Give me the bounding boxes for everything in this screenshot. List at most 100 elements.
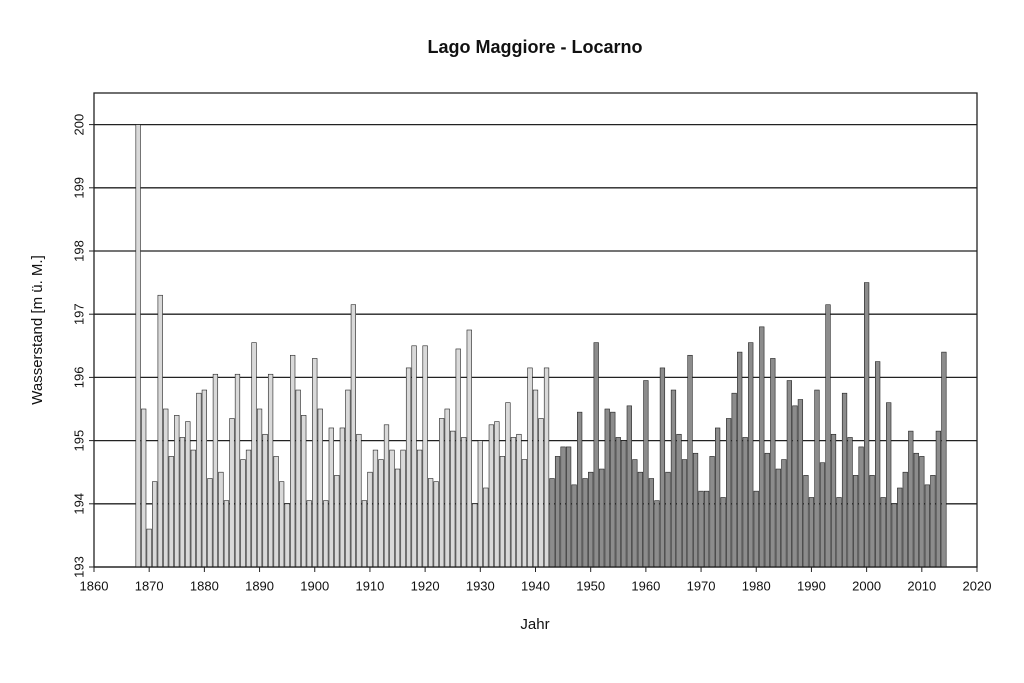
bar [422,345,428,568]
bar [279,481,285,568]
y-tick-label: 196 [71,367,86,389]
x-tick-label: 1890 [245,578,274,593]
x-tick-label: 1900 [300,578,329,593]
bar [521,459,528,568]
bar [245,449,252,568]
bar [196,392,202,568]
bar [604,408,610,568]
bar [383,424,390,568]
bar [819,462,826,568]
bar [841,392,848,568]
bar [908,430,914,568]
bar [731,392,737,568]
bar [405,367,412,568]
bar [295,389,301,568]
bar [637,471,643,568]
x-axis-label: Jahr [520,616,549,633]
bar [726,418,732,568]
bar [737,351,743,568]
y-tick-label: 199 [71,177,86,199]
bar [825,304,831,568]
bar [439,418,445,568]
bar [610,411,616,568]
bar [847,437,853,568]
bar [378,459,384,568]
bar [858,446,864,568]
bar [218,471,224,568]
bar [764,452,770,568]
bar [290,354,296,568]
bar [924,484,930,568]
bar [284,503,290,568]
bar [312,358,318,568]
bar [444,408,450,568]
bar [792,405,798,568]
bar [201,389,207,568]
bar [174,415,180,568]
bar [902,471,908,568]
bar [146,528,152,568]
bar [472,503,478,568]
bar [626,405,632,568]
bar [891,503,897,568]
bar [345,389,351,568]
bar [797,399,804,568]
x-tick-label: 1940 [521,578,550,593]
bar [897,487,903,568]
bar [356,433,362,568]
bar [323,500,329,568]
bar [157,294,163,568]
bar [659,367,666,568]
y-tick-label: 197 [71,303,86,325]
bar [565,446,572,568]
bar [262,433,268,568]
bar [681,459,688,568]
x-tick-label: 1950 [576,578,605,593]
bar [428,478,434,568]
bar [306,500,312,568]
bar [560,446,566,568]
bar [510,437,517,568]
x-tick-label: 1880 [190,578,219,593]
bar [229,418,235,568]
bar [168,456,174,568]
bar [676,433,682,568]
x-tick-label: 1930 [466,578,495,593]
bar [770,358,776,568]
bar [582,478,588,568]
bar [538,418,544,568]
bar [516,433,522,568]
bar [759,326,765,568]
x-tick-label: 2010 [907,578,936,593]
bar [240,459,246,568]
x-tick-label: 1860 [80,578,109,593]
bar [648,478,655,568]
bar [919,456,925,568]
y-tick-label: 198 [71,240,86,262]
bar [394,468,401,568]
bar [753,490,759,568]
bar [670,389,677,568]
bar [223,500,230,568]
bar [532,389,539,568]
bar [433,481,439,568]
bar [400,449,406,568]
bar [720,497,726,568]
bar [411,345,417,568]
bar [543,367,550,568]
bar [836,497,842,568]
bar [350,304,356,568]
bar [886,402,892,568]
y-tick-label: 200 [71,114,86,136]
bar [654,500,660,568]
bar [941,351,947,568]
x-tick-label: 1960 [631,578,660,593]
bar [549,478,555,568]
bar [190,449,196,568]
bar [135,124,141,568]
bar [692,452,699,568]
bar [775,468,781,568]
bar [450,430,456,568]
bar [935,430,941,568]
bar [803,475,809,568]
